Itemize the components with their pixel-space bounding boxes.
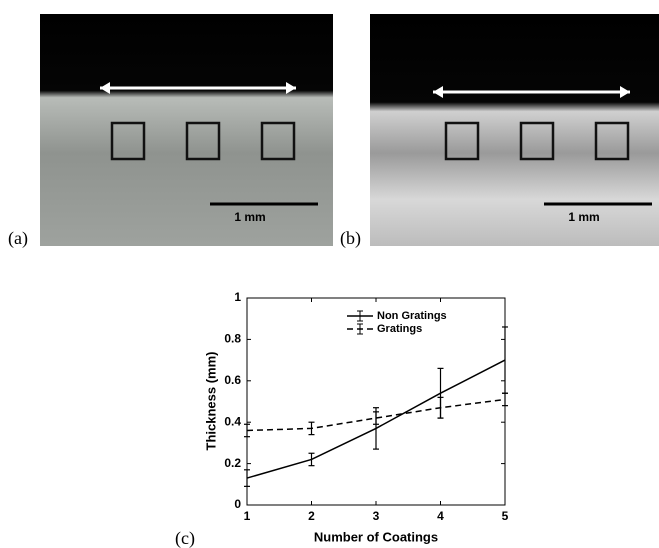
y-tick-label: 0.2 — [224, 456, 241, 470]
plot-frame — [247, 298, 505, 505]
x-tick-label: 3 — [373, 509, 380, 523]
x-axis-label: Number of Coatings — [314, 529, 438, 544]
y-axis-label: Thickness (mm) — [203, 352, 218, 451]
x-tick-label: 4 — [437, 509, 444, 523]
y-tick-label: 0.4 — [224, 414, 241, 428]
photo-a: 1 mm — [40, 14, 333, 246]
legend-label: Gratings — [377, 323, 422, 335]
y-tick-label: 0.8 — [224, 332, 241, 346]
scale-label: 1 mm — [234, 210, 265, 224]
panel-label: (a) — [8, 228, 28, 249]
y-tick-label: 0 — [234, 497, 241, 511]
x-tick-label: 5 — [502, 509, 509, 523]
y-tick-label: 0.6 — [224, 373, 241, 387]
y-tick-label: 1 — [234, 290, 241, 304]
error-bar — [502, 393, 508, 405]
photo — [370, 14, 659, 246]
figure: 1 mm (a) 1 mm (b) (c) Number of Coatings… — [0, 0, 659, 548]
panel-label: (b) — [340, 228, 361, 249]
panel-label: (c) — [175, 528, 195, 548]
x-tick-label: 1 — [244, 509, 251, 523]
legend-label: Non Gratings — [377, 310, 447, 322]
x-tick-label: 2 — [308, 509, 315, 523]
scale-label: 1 mm — [568, 210, 599, 224]
photo-b: 1 mm — [370, 14, 659, 246]
error-bar — [502, 327, 508, 393]
